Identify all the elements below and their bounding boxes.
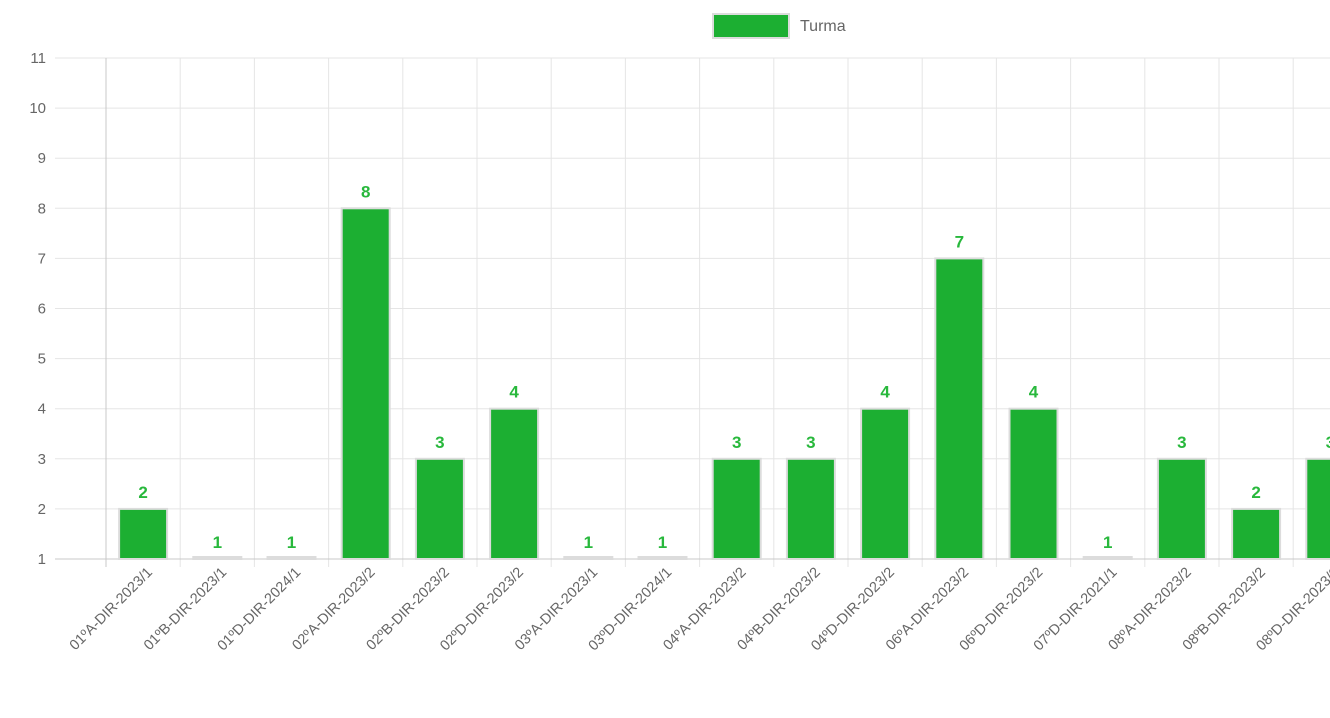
data-label: 3 [1326,433,1330,452]
data-label: 3 [435,433,444,452]
bar[interactable] [1231,507,1282,560]
bar[interactable] [118,507,169,560]
bar[interactable] [340,207,391,561]
y-tick-label: 11 [30,50,46,67]
data-label: 1 [584,533,593,552]
data-label: 1 [287,533,296,552]
bar[interactable] [934,257,985,560]
data-label: 4 [880,383,890,402]
data-label: 3 [732,433,741,452]
legend-label[interactable]: Turma [800,18,846,35]
bar[interactable] [1008,407,1059,561]
bar[interactable] [711,457,762,560]
y-tick-label: 6 [38,301,46,318]
y-tick-label: 8 [38,200,46,217]
data-label: 1 [658,533,667,552]
x-axis: 01ºA-DIR-2023/101ºB-DIR-2023/101ºD-DIR-2… [67,565,1330,655]
data-label: 4 [1029,383,1039,402]
data-label: 7 [955,232,964,251]
y-tick-label: 1 [38,551,46,568]
bar[interactable] [489,407,540,561]
legend[interactable]: Turma [712,13,846,39]
data-label: 4 [509,383,519,402]
grid-lines [55,57,1330,567]
y-tick-label: 9 [38,150,46,167]
data-label: 8 [361,182,370,201]
y-axis: 1 2 3 4 5 6 7 8 9 10 11 [29,50,46,568]
data-label: 2 [1251,483,1260,502]
y-tick-label: 3 [38,451,46,468]
data-label: 1 [1103,533,1112,552]
y-tick-label: 10 [29,100,46,117]
y-tick-label: 4 [38,401,46,418]
bar[interactable] [192,556,243,560]
data-label: 3 [806,433,815,452]
y-tick-label: 7 [38,250,46,267]
data-label: 3 [1177,433,1186,452]
bar[interactable] [1305,457,1330,560]
bar[interactable] [563,556,614,560]
y-tick-label: 2 [38,501,46,518]
bar[interactable] [1156,457,1207,560]
y-tick-label: 5 [38,351,46,368]
data-label: 1 [213,533,222,552]
bar[interactable] [860,407,911,561]
data-label: 2 [138,483,147,502]
legend-swatch[interactable] [712,13,790,39]
bar[interactable] [785,457,836,560]
bar[interactable] [637,556,688,560]
bar[interactable] [414,457,465,560]
bar[interactable] [1082,556,1133,560]
bars: 211834113347413233 [118,182,1330,561]
bar[interactable] [266,556,317,560]
